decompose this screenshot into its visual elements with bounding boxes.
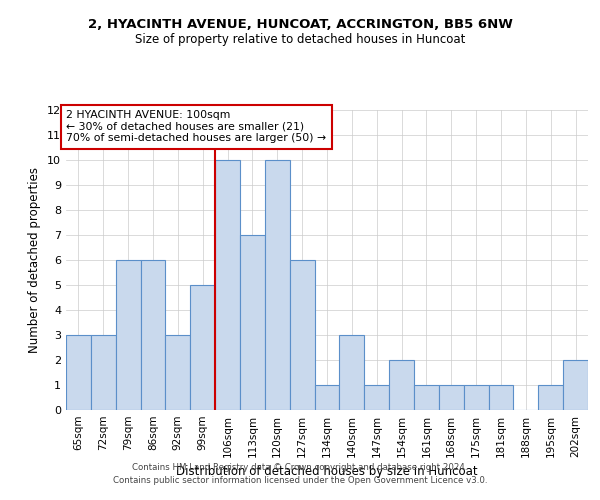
Text: Contains HM Land Registry data © Crown copyright and database right 2024.: Contains HM Land Registry data © Crown c… bbox=[132, 464, 468, 472]
Bar bbox=[66, 335, 91, 410]
Bar bbox=[314, 385, 340, 410]
Bar bbox=[140, 260, 166, 410]
Bar bbox=[488, 385, 514, 410]
Text: Size of property relative to detached houses in Huncoat: Size of property relative to detached ho… bbox=[135, 32, 465, 46]
Bar bbox=[364, 385, 389, 410]
Bar bbox=[166, 335, 190, 410]
Bar bbox=[414, 385, 439, 410]
Bar bbox=[240, 235, 265, 410]
Bar bbox=[215, 160, 240, 410]
Bar bbox=[116, 260, 140, 410]
Bar bbox=[439, 385, 464, 410]
Y-axis label: Number of detached properties: Number of detached properties bbox=[28, 167, 41, 353]
X-axis label: Distribution of detached houses by size in Huncoat: Distribution of detached houses by size … bbox=[176, 466, 478, 478]
Bar bbox=[340, 335, 364, 410]
Text: 2 HYACINTH AVENUE: 100sqm
← 30% of detached houses are smaller (21)
70% of semi-: 2 HYACINTH AVENUE: 100sqm ← 30% of detac… bbox=[66, 110, 326, 143]
Bar bbox=[538, 385, 563, 410]
Bar bbox=[290, 260, 314, 410]
Text: 2, HYACINTH AVENUE, HUNCOAT, ACCRINGTON, BB5 6NW: 2, HYACINTH AVENUE, HUNCOAT, ACCRINGTON,… bbox=[88, 18, 512, 30]
Bar bbox=[265, 160, 290, 410]
Bar bbox=[389, 360, 414, 410]
Text: Contains public sector information licensed under the Open Government Licence v3: Contains public sector information licen… bbox=[113, 476, 487, 485]
Bar bbox=[464, 385, 488, 410]
Bar bbox=[190, 285, 215, 410]
Bar bbox=[563, 360, 588, 410]
Bar bbox=[91, 335, 116, 410]
